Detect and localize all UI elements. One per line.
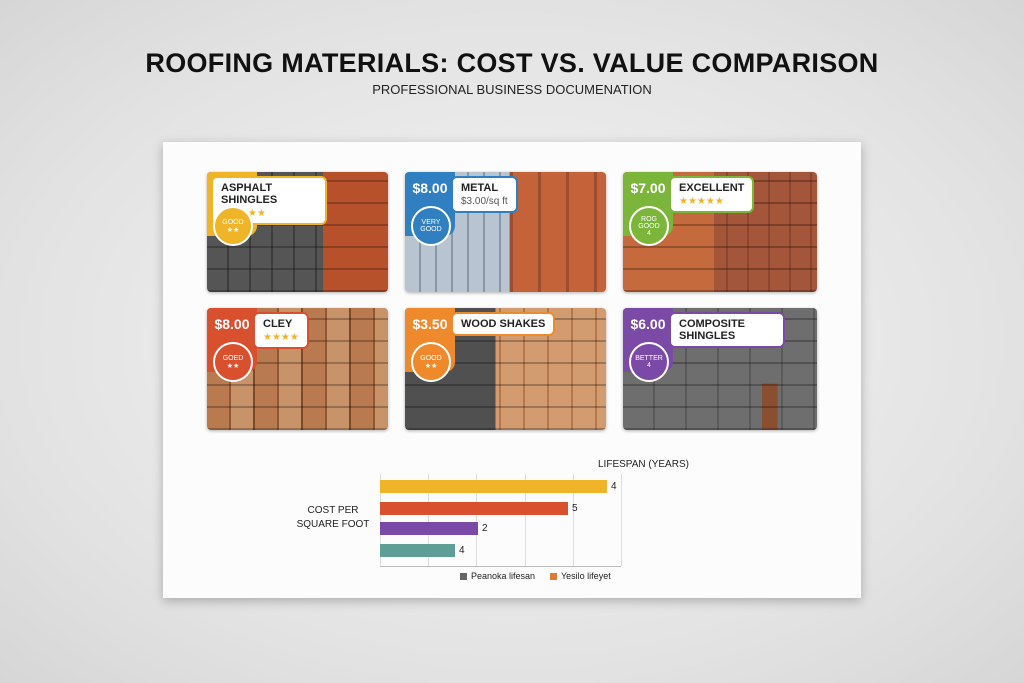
material-name: COMPOSITE SHINGLES <box>679 318 746 342</box>
material-card: $8.00 CLEY ★★★★ GOED ★★ <box>207 308 388 430</box>
grid-line <box>573 474 574 566</box>
axis <box>380 566 621 567</box>
material-label: COMPOSITE SHINGLES <box>669 312 785 348</box>
price: $8.00 <box>214 316 250 332</box>
legend-entry: Peanoka lifesan <box>471 571 536 581</box>
material-name: ASPHALT SHINGLES <box>221 182 278 206</box>
rating-badge: BETTER 4 <box>629 342 669 382</box>
legend-entry: Yesilo lifeyet <box>561 571 611 581</box>
rating-badge: GOOD ★★ <box>411 342 451 382</box>
bar-label: 4 <box>611 481 617 492</box>
chart-title: LIFESPAN (YEARS) <box>598 459 689 470</box>
bar-label: 5 <box>572 503 578 514</box>
material-detail: ★★★★ <box>263 332 299 343</box>
material-name: WOOD SHAKES <box>461 318 546 330</box>
material-card: $8.00 METAL $3.00/sq ft VERY GOOD <box>405 172 606 292</box>
bar <box>380 502 568 515</box>
rating-note: 4 <box>647 229 651 237</box>
bar <box>380 544 455 557</box>
rating: BETTER <box>635 355 663 362</box>
bar <box>380 522 478 535</box>
subtitle: PROFESSIONAL BUSINESS DOCUMENATION <box>372 82 652 97</box>
material-label: EXCELLENT ★★★★★ <box>669 176 755 213</box>
rating: ROG GOOD <box>638 215 660 230</box>
material-card: $6.00 COMPOSITE SHINGLES BETTER 4 <box>623 308 817 430</box>
price: $7.00 <box>630 180 666 196</box>
rating: GOED <box>222 354 244 362</box>
material-label: CLEY ★★★★ <box>253 312 309 349</box>
grid-line <box>621 474 622 566</box>
rating-badge: ROG GOOD 4 <box>629 206 669 246</box>
bar <box>380 480 607 493</box>
grid-line <box>428 474 429 566</box>
price: $8.00 <box>412 180 448 196</box>
grid-line <box>476 474 477 566</box>
bar-label: 4 <box>459 545 465 556</box>
rating: GOOD <box>222 218 244 226</box>
material-card: ASPHALT SHINGLES★★★★★GOOD★★ <box>207 172 388 292</box>
material-name: CLEY <box>263 318 293 330</box>
rating-badge: GOED ★★ <box>213 342 253 382</box>
grid-line <box>525 474 526 566</box>
title: ROOFING MATERIALS: COST VS. VALUE COMPAR… <box>145 48 879 78</box>
material-card: $3.50 WOOD SHAKES GOOD ★★ <box>405 308 606 430</box>
material-detail: $3.00/sq ft <box>461 196 508 207</box>
material-card: $7.00 EXCELLENT ★★★★★ ROG GOOD 4 <box>623 172 817 292</box>
rating-note: ★★ <box>226 362 240 370</box>
rating-note: ★★ <box>424 362 438 370</box>
axis-label: COST PER SQUARE FOOT <box>296 505 370 530</box>
rating-badge: VERY GOOD <box>411 206 451 246</box>
legend-swatch <box>460 573 467 580</box>
material-label: METAL $3.00/sq ft <box>451 176 518 213</box>
bar-label: 2 <box>482 523 488 534</box>
material-label: WOOD SHAKES <box>451 312 556 336</box>
material-name: EXCELLENT <box>679 182 745 194</box>
legend-swatch <box>550 573 557 580</box>
rating: VERY GOOD <box>420 219 442 233</box>
material-name: METAL <box>461 182 499 194</box>
grid-line <box>380 474 381 566</box>
price: $3.50 <box>412 316 448 332</box>
rating: GOOD <box>420 354 442 362</box>
price: $6.00 <box>630 316 666 332</box>
rating-note: ★★ <box>226 226 240 234</box>
rating-note: 4 <box>647 362 651 369</box>
rating-badge: GOOD ★★ <box>213 206 253 246</box>
material-detail: ★★★★★ <box>679 196 724 207</box>
